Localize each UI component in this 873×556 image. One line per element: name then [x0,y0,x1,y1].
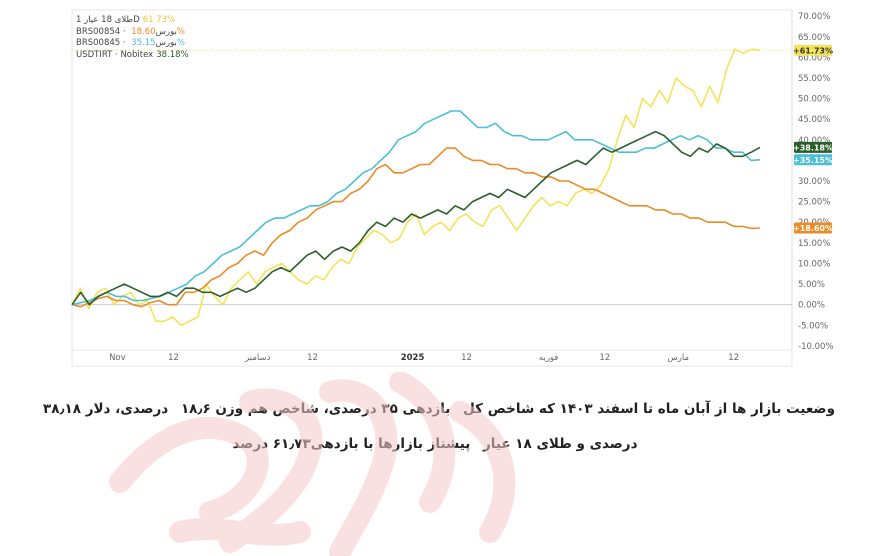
chart-caption: وضعیت بازار ها از آبان ماه تا اسفند ۱۴۰۳… [30,392,840,462]
x-tick-label: 12 [461,353,472,363]
x-tick-label: 12 [168,353,179,363]
caption-text-2b: پیشتاز بازارها با بازدهی۶۱٫۷۳ درصد [232,436,471,452]
svg-text:+38.18%: +38.18% [793,143,833,152]
y-tick-label: 55.00% [798,74,830,84]
svg-text:+61.73%: +61.73% [793,46,833,55]
last-value-label-1: +18.60% [793,222,833,234]
legend-value: 38.18% [156,49,189,60]
y-tick-label: 40.00% [798,136,830,146]
legend-entry: USDTIRT · Nobitex 38.18% [76,50,189,62]
x-tick-label: 12 [599,353,610,363]
legend-value: 18.60% [131,26,185,37]
legend-name: BRS00845 · بورس [76,38,177,48]
x-tick-label: فوریه [539,353,558,363]
legend-entry: BRS00854 · بورس18.60% [76,27,189,39]
last-value-label-3: +38.18% [793,141,833,153]
y-tick-label: 5.00% [798,280,825,290]
y-axis-ticks: 70.00% 65.00% 60.00% 55.00% 50.00% 45.00% 40.0… [72,12,833,352]
legend-entry: طلای 18 عیار 1D 61.73% [76,15,189,27]
line-chart: 70.00% 65.00% 60.00% 55.00% 50.00% 45.00% 40.0… [71,9,833,367]
y-tick-label: 50.00% [798,95,830,105]
series-lines [71,48,761,327]
chart-frame [71,9,793,367]
last-value-label-2: +35.15% [793,154,833,166]
series-line-3 [71,130,761,306]
x-tick-label: 2025 [401,353,425,363]
y-tick-label: -10.00% [798,342,833,352]
series-line-0 [71,48,761,327]
y-tick-label: 0.00% [798,301,825,311]
y-tick-label: 15.00% [798,239,830,249]
y-tick-label: -5.00% [798,321,828,331]
legend-name: USDTIRT · Nobitex [76,49,154,60]
last-value-labels: +61.73% +38.18% +35.15% +18.60% [793,44,833,234]
caption-line-1: وضعیت بازار ها از آبان ماه تا اسفند ۱۴۰۳… [81,401,835,417]
caption-text-1b: بازدهی ۳۵ درصدی، شاخص هم وزن [215,401,451,417]
y-tick-label: 10.00% [798,259,830,269]
legend-entry: BRS00845 · بورس35.15% [76,38,189,50]
x-tick-label: 12 [728,353,739,363]
x-tick-label: مارس [667,353,689,363]
chart-legend: طلای 18 عیار 1D 61.73% BRS00854 · بورس18.6… [76,15,189,61]
svg-text:+35.15%: +35.15% [793,156,833,165]
x-tick-label: دسامبر [244,353,271,363]
legend-name: طلای 18 عیار 1D [76,15,140,25]
x-axis-ticks: Nov 12 دسامبر 12 2025 12 فوریه 12 مارس 12 [109,353,739,363]
legend-value: 61.73% [142,15,176,25]
y-tick-label: 60.00% [798,53,830,63]
y-tick-label: 65.00% [798,33,830,43]
y-tick-label: 70.00% [798,12,830,22]
series-line-2 [71,110,761,306]
legend-value: 35.15% [131,38,185,48]
caption-text-1a: وضعیت بازار ها از آبان ماه تا اسفند ۱۴۰۳… [463,401,835,417]
legend-name: BRS00854 · بورس [76,26,177,37]
last-value-label-0: +61.73% [793,44,833,56]
x-tick-label: 12 [307,353,318,363]
y-tick-label: 30.00% [798,177,830,187]
caption-text-1c: ۱۸٫۶ درصدی، دلار [85,401,211,417]
svg-text:+18.60%: +18.60% [793,224,833,233]
series-line-1 [71,147,761,308]
chart-container: 70.00% 65.00% 60.00% 55.00% 50.00% 45.00% 40.0… [71,9,833,367]
y-tick-label: 45.00% [798,115,830,125]
x-tick-label: Nov [109,353,126,363]
y-tick-label: 25.00% [798,198,830,208]
